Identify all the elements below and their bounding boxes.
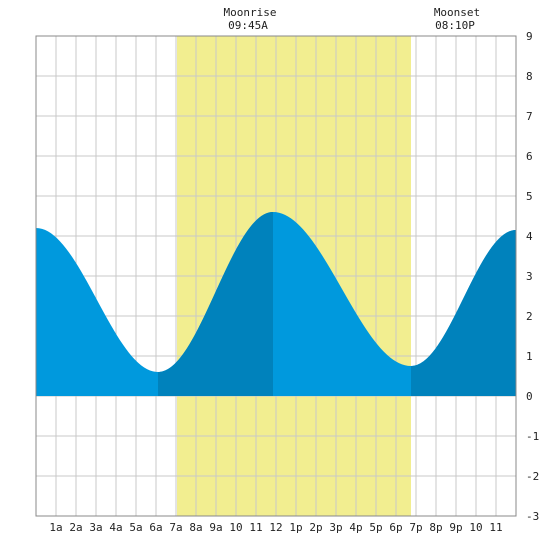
x-tick-label: 8p — [429, 521, 442, 534]
y-tick-label: 2 — [526, 310, 533, 323]
x-tick-label: 1a — [49, 521, 62, 534]
x-tick-label: 12 — [269, 521, 282, 534]
y-tick-label: 3 — [526, 270, 533, 283]
tide-area-shaded — [411, 230, 516, 396]
x-tick-label: 3a — [89, 521, 102, 534]
x-tick-label: 1p — [289, 521, 302, 534]
x-tick-label: 11 — [489, 521, 502, 534]
y-tick-label: 5 — [526, 190, 533, 203]
x-tick-label: 4p — [349, 521, 362, 534]
y-tick-label: 0 — [526, 390, 533, 403]
y-tick-label: 7 — [526, 110, 533, 123]
x-axis-ticks: 1a 2a 3a 4a 5a 6a 7a 8a 9a 10 11 12 1p 2p 3p 4p 5p 6p 7p 8p… — [49, 521, 502, 534]
y-axis-ticks: 9 8 7 6 5 4 3 2 1 0 -1 -2 -3 — [526, 30, 539, 523]
x-tick-label: 10 — [469, 521, 482, 534]
y-tick-label: 4 — [526, 230, 533, 243]
x-tick-label: 2p — [309, 521, 322, 534]
x-tick-label: 9a — [209, 521, 222, 534]
y-tick-label: 9 — [526, 30, 533, 43]
x-tick-label: 7a — [169, 521, 182, 534]
y-tick-label: -1 — [526, 430, 539, 443]
x-tick-label: 6a — [149, 521, 162, 534]
tide-area — [36, 212, 516, 396]
plot-frame — [35, 35, 517, 517]
moonset-time: 08:10P — [435, 19, 475, 32]
x-tick-label: 7p — [409, 521, 422, 534]
moonset-label: Moonset — [434, 6, 480, 19]
y-tick-label: -3 — [526, 510, 539, 523]
x-tick-label: 6p — [389, 521, 402, 534]
moonrise-time: 09:45A — [228, 19, 268, 32]
moonrise-label: Moonrise — [224, 6, 277, 19]
x-tick-label: 8a — [189, 521, 202, 534]
x-tick-label: 4a — [109, 521, 122, 534]
y-tick-label: -2 — [526, 470, 539, 483]
x-tick-label: 9p — [449, 521, 462, 534]
x-tick-label: 10 — [229, 521, 242, 534]
x-tick-label: 2a — [69, 521, 82, 534]
tide-area-layer — [36, 212, 516, 396]
y-tick-label: 6 — [526, 150, 533, 163]
x-tick-label: 5p — [369, 521, 382, 534]
y-tick-label: 8 — [526, 70, 533, 83]
x-tick-label: 3p — [329, 521, 342, 534]
tide-area-shaded — [158, 212, 273, 396]
y-tick-label: 1 — [526, 350, 533, 363]
x-tick-label: 11 — [249, 521, 262, 534]
x-tick-label: 5a — [129, 521, 142, 534]
